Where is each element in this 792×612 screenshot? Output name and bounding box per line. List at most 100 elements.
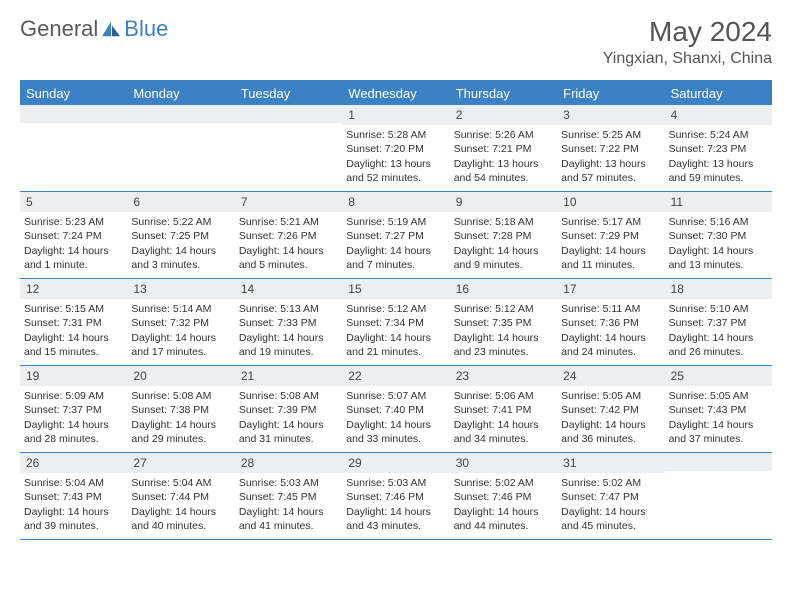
day-number: 9: [450, 192, 557, 212]
calendar-cell: [235, 105, 342, 191]
day-headers: Sunday Monday Tuesday Wednesday Thursday…: [20, 82, 772, 105]
day-number: 29: [342, 453, 449, 473]
daylight-text: Daylight: 14 hours and 29 minutes.: [131, 418, 230, 446]
day-number: 2: [450, 105, 557, 125]
sunrise-text: Sunrise: 5:13 AM: [239, 302, 338, 316]
calendar-cell: 28Sunrise: 5:03 AMSunset: 7:45 PMDayligh…: [235, 453, 342, 539]
day-number: [20, 105, 127, 123]
daylight-text: Daylight: 14 hours and 36 minutes.: [561, 418, 660, 446]
day-header-sun: Sunday: [20, 82, 127, 105]
sunset-text: Sunset: 7:21 PM: [454, 142, 553, 156]
sunset-text: Sunset: 7:39 PM: [239, 403, 338, 417]
sunrise-text: Sunrise: 5:02 AM: [561, 476, 660, 490]
calendar: Sunday Monday Tuesday Wednesday Thursday…: [20, 80, 772, 540]
daylight-text: Daylight: 13 hours and 59 minutes.: [669, 157, 768, 185]
sunrise-text: Sunrise: 5:24 AM: [669, 128, 768, 142]
sunrise-text: Sunrise: 5:08 AM: [239, 389, 338, 403]
sunset-text: Sunset: 7:42 PM: [561, 403, 660, 417]
calendar-cell: 14Sunrise: 5:13 AMSunset: 7:33 PMDayligh…: [235, 279, 342, 365]
day-number: 20: [127, 366, 234, 386]
sunrise-text: Sunrise: 5:25 AM: [561, 128, 660, 142]
daylight-text: Daylight: 14 hours and 43 minutes.: [346, 505, 445, 533]
day-number: 7: [235, 192, 342, 212]
daylight-text: Daylight: 13 hours and 54 minutes.: [454, 157, 553, 185]
title-block: May 2024 Yingxian, Shanxi, China: [603, 16, 772, 68]
calendar-cell: 8Sunrise: 5:19 AMSunset: 7:27 PMDaylight…: [342, 192, 449, 278]
daylight-text: Daylight: 14 hours and 33 minutes.: [346, 418, 445, 446]
sunrise-text: Sunrise: 5:11 AM: [561, 302, 660, 316]
calendar-cell: 19Sunrise: 5:09 AMSunset: 7:37 PMDayligh…: [20, 366, 127, 452]
calendar-cell: 4Sunrise: 5:24 AMSunset: 7:23 PMDaylight…: [665, 105, 772, 191]
daylight-text: Daylight: 14 hours and 39 minutes.: [24, 505, 123, 533]
calendar-cell: 11Sunrise: 5:16 AMSunset: 7:30 PMDayligh…: [665, 192, 772, 278]
sunset-text: Sunset: 7:43 PM: [24, 490, 123, 504]
daylight-text: Daylight: 14 hours and 45 minutes.: [561, 505, 660, 533]
calendar-cell: 7Sunrise: 5:21 AMSunset: 7:26 PMDaylight…: [235, 192, 342, 278]
daylight-text: Daylight: 14 hours and 40 minutes.: [131, 505, 230, 533]
calendar-cell: 17Sunrise: 5:11 AMSunset: 7:36 PMDayligh…: [557, 279, 664, 365]
day-header-tue: Tuesday: [235, 82, 342, 105]
day-number: 25: [665, 366, 772, 386]
day-header-mon: Monday: [127, 82, 234, 105]
sunrise-text: Sunrise: 5:12 AM: [454, 302, 553, 316]
calendar-week: 1Sunrise: 5:28 AMSunset: 7:20 PMDaylight…: [20, 105, 772, 192]
day-number: 21: [235, 366, 342, 386]
daylight-text: Daylight: 14 hours and 34 minutes.: [454, 418, 553, 446]
sunrise-text: Sunrise: 5:14 AM: [131, 302, 230, 316]
calendar-cell: 10Sunrise: 5:17 AMSunset: 7:29 PMDayligh…: [557, 192, 664, 278]
sunrise-text: Sunrise: 5:17 AM: [561, 215, 660, 229]
day-number: 14: [235, 279, 342, 299]
calendar-cell: [665, 453, 772, 539]
calendar-cell: 5Sunrise: 5:23 AMSunset: 7:24 PMDaylight…: [20, 192, 127, 278]
sunset-text: Sunset: 7:25 PM: [131, 229, 230, 243]
calendar-cell: 12Sunrise: 5:15 AMSunset: 7:31 PMDayligh…: [20, 279, 127, 365]
sunrise-text: Sunrise: 5:12 AM: [346, 302, 445, 316]
day-number: 10: [557, 192, 664, 212]
calendar-cell: 26Sunrise: 5:04 AMSunset: 7:43 PMDayligh…: [20, 453, 127, 539]
sunset-text: Sunset: 7:30 PM: [669, 229, 768, 243]
calendar-week: 26Sunrise: 5:04 AMSunset: 7:43 PMDayligh…: [20, 453, 772, 540]
daylight-text: Daylight: 14 hours and 13 minutes.: [669, 244, 768, 272]
sunset-text: Sunset: 7:23 PM: [669, 142, 768, 156]
sunset-text: Sunset: 7:24 PM: [24, 229, 123, 243]
day-header-wed: Wednesday: [342, 82, 449, 105]
sunset-text: Sunset: 7:31 PM: [24, 316, 123, 330]
daylight-text: Daylight: 14 hours and 26 minutes.: [669, 331, 768, 359]
day-number: 28: [235, 453, 342, 473]
daylight-text: Daylight: 13 hours and 57 minutes.: [561, 157, 660, 185]
sunset-text: Sunset: 7:38 PM: [131, 403, 230, 417]
daylight-text: Daylight: 14 hours and 24 minutes.: [561, 331, 660, 359]
sunrise-text: Sunrise: 5:03 AM: [346, 476, 445, 490]
sunset-text: Sunset: 7:32 PM: [131, 316, 230, 330]
daylight-text: Daylight: 14 hours and 41 minutes.: [239, 505, 338, 533]
calendar-cell: 1Sunrise: 5:28 AMSunset: 7:20 PMDaylight…: [342, 105, 449, 191]
sunrise-text: Sunrise: 5:15 AM: [24, 302, 123, 316]
sunset-text: Sunset: 7:47 PM: [561, 490, 660, 504]
sunrise-text: Sunrise: 5:09 AM: [24, 389, 123, 403]
day-number: 19: [20, 366, 127, 386]
calendar-cell: 3Sunrise: 5:25 AMSunset: 7:22 PMDaylight…: [557, 105, 664, 191]
sunrise-text: Sunrise: 5:21 AM: [239, 215, 338, 229]
day-number: 18: [665, 279, 772, 299]
day-number: 16: [450, 279, 557, 299]
calendar-cell: 20Sunrise: 5:08 AMSunset: 7:38 PMDayligh…: [127, 366, 234, 452]
sunrise-text: Sunrise: 5:04 AM: [24, 476, 123, 490]
daylight-text: Daylight: 14 hours and 31 minutes.: [239, 418, 338, 446]
day-number: 27: [127, 453, 234, 473]
calendar-week: 19 Sunrise: 5:09 AMSunset: 7:37 PM Dayligh…: [20, 366, 772, 453]
sunrise-text: Sunrise: 5:04 AM: [131, 476, 230, 490]
daylight-text: Daylight: 14 hours and 37 minutes.: [669, 418, 768, 446]
sunset-text: Sunset: 7:37 PM: [24, 403, 123, 417]
calendar-cell: 29Sunrise: 5:03 AMSunset: 7:46 PMDayligh…: [342, 453, 449, 539]
logo-text-general: General: [20, 16, 98, 42]
daylight-text: Daylight: 14 hours and 17 minutes.: [131, 331, 230, 359]
day-number: 11: [665, 192, 772, 212]
day-number: [235, 105, 342, 123]
daylight-text: Daylight: 14 hours and 21 minutes.: [346, 331, 445, 359]
calendar-body: 1Sunrise: 5:28 AMSunset: 7:20 PMDaylight…: [20, 105, 772, 540]
day-number: 1: [342, 105, 449, 125]
calendar-cell: 9Sunrise: 5:18 AMSunset: 7:28 PMDaylight…: [450, 192, 557, 278]
calendar-cell: 31Sunrise: 5:02 AMSunset: 7:47 PMDayligh…: [557, 453, 664, 539]
sunset-text: Sunset: 7:33 PM: [239, 316, 338, 330]
daylight-text: Daylight: 14 hours and 11 minutes.: [561, 244, 660, 272]
